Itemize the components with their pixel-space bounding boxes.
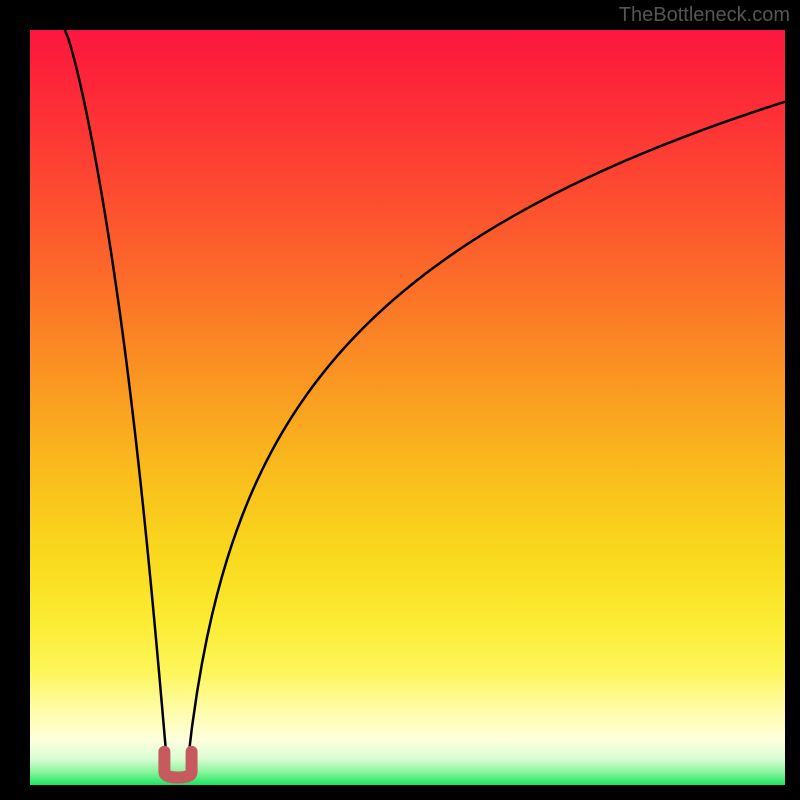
chart-frame: TheBottleneck.com [0,0,800,800]
plot-area [30,30,785,785]
gradient-background [30,30,785,785]
chart-svg [30,30,785,785]
watermark-text: TheBottleneck.com [619,4,790,27]
